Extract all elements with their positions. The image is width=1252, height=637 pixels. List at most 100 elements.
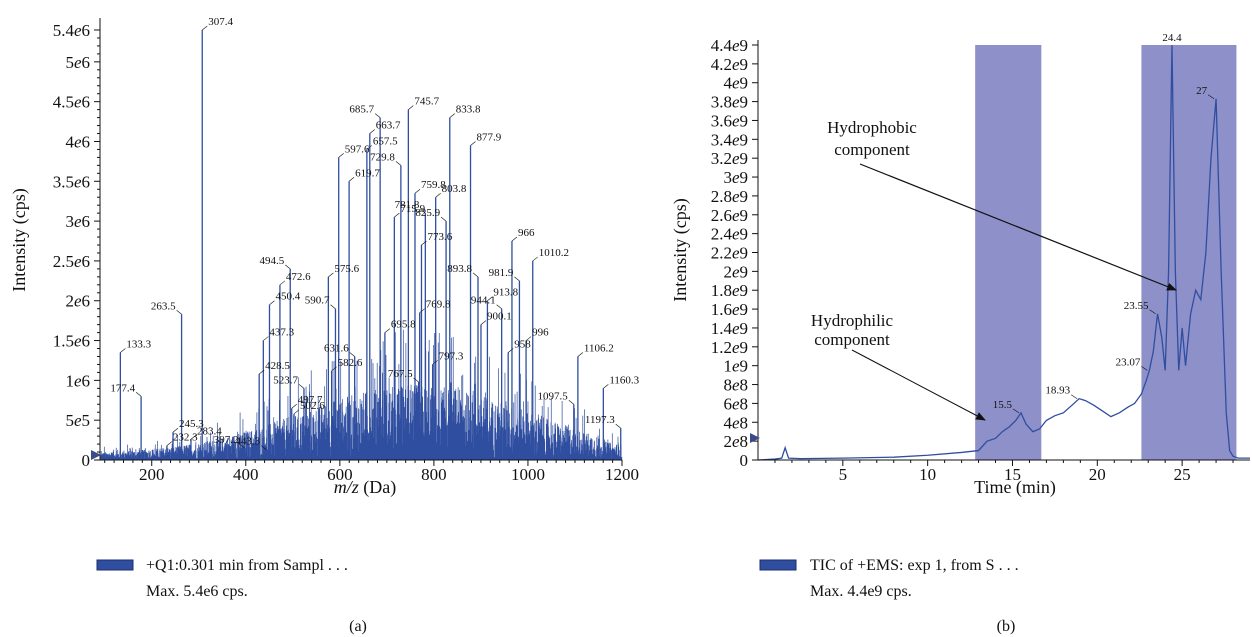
chart-a-legend-swatch[interactable] — [96, 559, 134, 571]
chart-a-peak-leader — [514, 276, 520, 282]
chart-b-y-tick-label: 3.4e9 — [711, 130, 748, 149]
chart-a-peak-leader — [419, 308, 425, 313]
chart-a-peak-label: 307.4 — [208, 16, 233, 28]
chart-a-peak-leader — [369, 129, 375, 134]
chart-a-peak-label: 133.3 — [126, 339, 151, 351]
chart-b-y-tick-label: 3.6e9 — [711, 111, 748, 130]
chart-a-peak-label: 695.8 — [391, 319, 416, 331]
chart-b-peak-leader — [1207, 94, 1215, 100]
chart-a-peak-leader — [472, 272, 479, 278]
chart-a-peak-leader — [269, 300, 275, 305]
chart-a-peak-leader — [258, 369, 265, 375]
chart-b-y-tick-label: 2e9 — [723, 262, 748, 281]
chart-a-peak-label: 631.6 — [324, 342, 349, 354]
chart-a-peak-leader — [349, 352, 355, 357]
chart-b-shaded-region — [975, 45, 1042, 460]
chart-a-peak-label: 981.9 — [489, 267, 514, 279]
chart-b-y-tick-label: 2e8 — [723, 432, 748, 451]
chart-a-peak-label: 177.4 — [110, 382, 135, 394]
chart-b-peak-leader — [1141, 366, 1148, 371]
chart-a-y-axis-title: Intensity (cps) — [9, 188, 30, 291]
chart-a-y-tick-label: 5.4e6 — [53, 21, 90, 40]
chart-a-x-tick-label: 800 — [421, 465, 447, 484]
chart-a-peak-label: 781.8 — [395, 199, 420, 211]
chart-a-peak-label: 437.3 — [269, 327, 294, 339]
chart-b-peak-label: 27 — [1196, 85, 1208, 97]
chart-a-peak-leader — [331, 366, 337, 372]
chart-b-series-line — [757, 44, 1250, 461]
chart-a-peak-label: 958 — [514, 339, 531, 351]
chart-a-peak-leader — [135, 392, 142, 397]
chart-a-peak-leader — [511, 236, 518, 242]
chart-b-peak-labels: 15.5 18.93 23.07 23.55 24.4 27 — [993, 32, 1215, 414]
chart-a-peak-leader — [394, 212, 400, 218]
chart-a-y-tick-label: 4e6 — [65, 132, 90, 151]
chart-b-x-tick-label: 5 — [839, 465, 848, 484]
chart-b-legend-swatch[interactable] — [759, 559, 797, 571]
chart-a-peak-leader — [487, 296, 493, 301]
chart-a-peak-leader — [328, 272, 334, 278]
chart-a-peak-label: 619.7 — [355, 167, 380, 179]
chart-b-y-tick-label: 3e9 — [723, 168, 748, 187]
chart-b-panel-label: (b) — [997, 618, 1016, 635]
chart-a-peak-leader — [480, 320, 487, 325]
chart-a-peak-label: 663.7 — [376, 120, 401, 132]
chart-a-peak-leader — [508, 348, 514, 353]
chart-a-peak-label: 523.7 — [273, 374, 298, 386]
chart-b-y-tick-label: 1e9 — [723, 357, 748, 376]
chart-b-y-ticks: 02e84e86e88e81e91.2e91.4e91.6e91.8e92e92… — [711, 36, 758, 470]
chart-a-x-tick-label: 1000 — [511, 465, 545, 484]
chart-a-peak-leader — [532, 256, 538, 262]
chart-b-y-axis-title: Intensity (cps) — [670, 198, 691, 301]
chart-a-peak-leader — [421, 240, 427, 246]
chart-a-peak-leader — [263, 336, 269, 341]
chart-a-peak-label: 913.8 — [493, 287, 518, 299]
chart-a-x-tick-label: 200 — [139, 465, 165, 484]
chart-a-peak-label: 715.9 — [400, 203, 425, 215]
chart-a-peak-leader — [298, 384, 305, 389]
chart-a-y-tick-label: 3.5e6 — [53, 172, 90, 191]
chart-a-peak-label: 729.8 — [370, 151, 395, 163]
chart-b-y-tick-label: 3.2e9 — [711, 149, 748, 168]
chart-a-peak-leader — [577, 352, 584, 357]
chart-a-peak-label: 767.5 — [388, 368, 413, 380]
chart-a-peak-label: 428.5 — [265, 360, 290, 372]
chart-a-peak-label: 1106.2 — [584, 342, 614, 354]
chart-b-y-tick-label: 1.6e9 — [711, 300, 748, 319]
chart-b-y-tick-label: 8e8 — [723, 376, 748, 395]
chart-a-noise-bars — [100, 329, 623, 460]
chart-a-peak-label: 745.7 — [414, 96, 439, 108]
chart-a-peak-label: 502.6 — [300, 400, 325, 412]
chart-a-peak-leader — [330, 304, 336, 309]
chart-b-peak-label: 23.07 — [1116, 356, 1141, 368]
hydrophilic-annotation-line1: Hydrophilic — [811, 311, 894, 330]
chart-a-peak-label: 283.4 — [197, 425, 222, 437]
chart-b-shaded-regions — [975, 45, 1237, 460]
chart-b-x-tick-label: 25 — [1174, 465, 1191, 484]
chart-a-x-tick-label: 600 — [327, 465, 353, 484]
chart-a-peak-label: 966 — [518, 227, 535, 239]
chart-b-y-tick-label: 4.2e9 — [711, 55, 748, 74]
chart-a-peak-label: 900.1 — [487, 311, 512, 323]
chart-a-peak-label: 759.8 — [421, 179, 446, 191]
chart-a-panel-label: (a) — [349, 618, 367, 635]
chart-a-y-tick-label: 2.5e6 — [53, 252, 90, 271]
chart-a-peak-label: 245.3 — [179, 418, 204, 430]
chart-a-peak-bars — [119, 30, 622, 460]
chart-a-peak-leader — [470, 141, 476, 146]
chart-a-peak-label: 877.9 — [477, 131, 502, 143]
chart-a-peak-leader — [366, 145, 373, 150]
hydrophilic-annotation-line2: component — [814, 330, 890, 349]
chart-a-peak-leader — [440, 216, 447, 222]
chart-a-peak-label: 597.6 — [345, 143, 370, 155]
chart-b-x-tick-label: 15 — [1004, 465, 1021, 484]
chart-a-peak-leader — [260, 445, 267, 450]
chart-a-peak-leader — [408, 105, 414, 110]
chart-a-legend-line2: Max. 5.4e6 cps. — [146, 583, 248, 600]
chart-a-y-tick-label: 5e5 — [65, 411, 90, 430]
chart-a-peak-leader — [435, 192, 441, 198]
chart-a-x-tick-label: 1200 — [605, 465, 639, 484]
chart-b-x-axis-title: Time (min) — [974, 477, 1056, 498]
chart-a-peak-label: 944.1 — [471, 295, 496, 307]
chart-a-peak-leader — [239, 443, 245, 449]
